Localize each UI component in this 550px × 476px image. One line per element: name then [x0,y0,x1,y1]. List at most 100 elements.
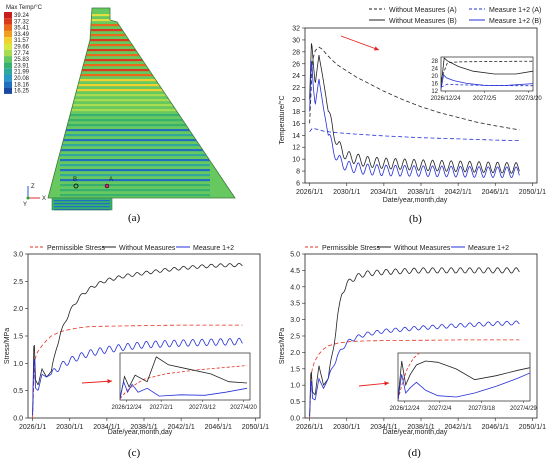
inset-x-tick-label: 2026/12/24 [431,96,462,102]
colorbar-level: 25.83 [14,57,30,63]
y-tick-label: 1.5 [290,366,300,373]
series-line [309,127,520,142]
series-line [309,339,520,418]
colorbar-swatch [4,37,12,44]
caption-d: (d) [408,447,421,459]
axis-z-label: Z [31,184,35,190]
y-tick-label: 3.0 [13,252,23,259]
legend: Permissible Stress Without Measures Meas… [305,245,509,252]
colorbar-level: 23.91 [14,63,30,69]
legend-label: Without Measures [394,245,451,252]
x-tick-label: 2038/1/1 [407,424,434,431]
inset-x-tick-label: 2027/3/18 [468,406,495,412]
colorbar-title: Max Temp/°C [6,5,43,11]
series-line [309,60,520,178]
series-line [32,324,243,418]
x-tick-label: 2026/1/1 [19,424,46,431]
colorbar-swatch [4,75,12,82]
caption-a: (a) [128,212,141,224]
y-tick-label: 2.0 [290,350,300,357]
y-tick-label: 2.0 [13,306,23,313]
y-tick-label: 30 [292,37,300,44]
point-marker-a: A [104,177,113,189]
zoom-arrowhead [384,381,389,386]
y-tick-label: 4.0 [290,284,300,291]
y-tick-label: 0.0 [13,416,23,423]
series-line [309,43,520,174]
colorbar-level: 16.25 [14,89,30,95]
y-tick-label: 1.0 [13,361,23,368]
inset-series-line [441,60,533,80]
panel-d-stress-chart: Permissible Stress Without Measures Meas… [279,245,546,459]
inset-series-line [120,380,248,399]
inset-series-line [398,372,530,400]
colorbar-swatch [4,62,12,69]
y-tick-label: 24 [292,73,300,80]
inset-series-line [441,83,533,88]
colorbar-level: 33.49 [14,32,30,38]
legend-label: Without Measures (B) [389,18,457,25]
legend-label: Measure 1+2 (B) [489,18,541,25]
colorbar-level: 18.16 [14,82,30,88]
x-axis-label: Date/year,month,day [383,429,448,436]
colorbar-level: 21.99 [14,70,30,76]
x-tick-label: 2026/1/1 [296,424,323,431]
x-tick-label: 2034/1/1 [93,424,120,431]
colorbar-swatch [4,49,12,57]
series-line [309,320,520,417]
dam-body [47,7,236,211]
y-tick-label: 5.0 [290,252,300,259]
y-tick-label: 0.5 [13,388,23,395]
x-tick-label: 2026/1/1 [296,189,323,196]
plot-area: 2026/1/1 2030/1/1 2034/1/1 2038/1/1 2042/1/1… [292,26,546,197]
x-tick-label: 2030/1/1 [333,189,360,196]
inset-x-tick-label: 2026/12/24 [111,405,142,411]
coordinate-axes-icon: Z Y X [23,184,46,208]
x-tick-label: 2042/1/1 [444,424,471,431]
inset-x-tick-label: 2027/2/4 [428,406,452,412]
legend-label: Permissible Stress [322,245,380,252]
colorbar-swatch [4,18,12,25]
y-tick-label: 32 [292,26,300,33]
zoom-arrow [81,380,113,384]
inset-frame [397,352,531,402]
x-tick-label: 2030/1/1 [56,424,83,431]
inset-y-tick-label: 28 [431,59,438,65]
x-tick-label: 2034/1/1 [370,189,397,196]
plot-area: 2026/1/1 2030/1/1 2034/1/1 2038/1/1 2042/1/1… [290,252,546,432]
series-line [32,262,243,416]
zoom-arrow [340,35,380,51]
axes-frame [304,27,538,184]
x-tick-label: 2038/1/1 [130,424,157,431]
inset-y-tick-label: 16 [431,81,438,87]
y-tick-label: 22 [292,85,300,92]
legend-label: Measure 1+2 (A) [489,7,541,14]
legend: Without Measures (A) Measure 1+2 (A) Wit… [369,7,541,25]
x-tick-label: 2034/1/1 [370,424,397,431]
colorbar-level: 39.24 [14,13,30,19]
y-tick-label: 12 [292,145,300,152]
inset-x-tick-label: 2027/3/12 [189,405,216,411]
colorbar-level: 31.57 [14,38,30,44]
inset-series-line [441,57,533,88]
y-axis-label: Stress/MPa [4,328,11,364]
colorbar-swatch [4,30,12,38]
x-tick-label: 2030/1/1 [333,424,360,431]
y-tick-label: 8 [296,169,300,176]
colorbar-level: 29.66 [14,45,30,51]
colorbar-swatch [4,87,12,94]
series-line [309,46,520,131]
x-axis-label: Date/year,month,day [383,197,448,204]
point-marker-b: B [73,177,79,189]
legend-label: Without Measures (A) [389,7,457,14]
zoom-arrowhead [107,379,112,384]
y-tick-label: 1.5 [13,334,23,341]
colorbar-swatch [4,12,12,19]
inset-frame [119,352,251,401]
colorbar-level: 20.08 [14,76,30,82]
series-line [309,267,520,417]
y-tick-label: 26 [292,61,300,68]
y-tick-label: 3.5 [290,301,300,308]
x-tick-label: 2038/1/1 [407,189,434,196]
series-line [32,337,243,416]
